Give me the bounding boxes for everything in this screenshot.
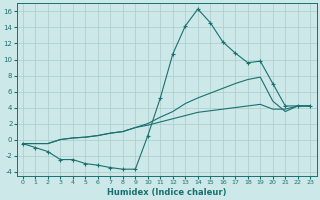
X-axis label: Humidex (Indice chaleur): Humidex (Indice chaleur) (107, 188, 226, 197)
